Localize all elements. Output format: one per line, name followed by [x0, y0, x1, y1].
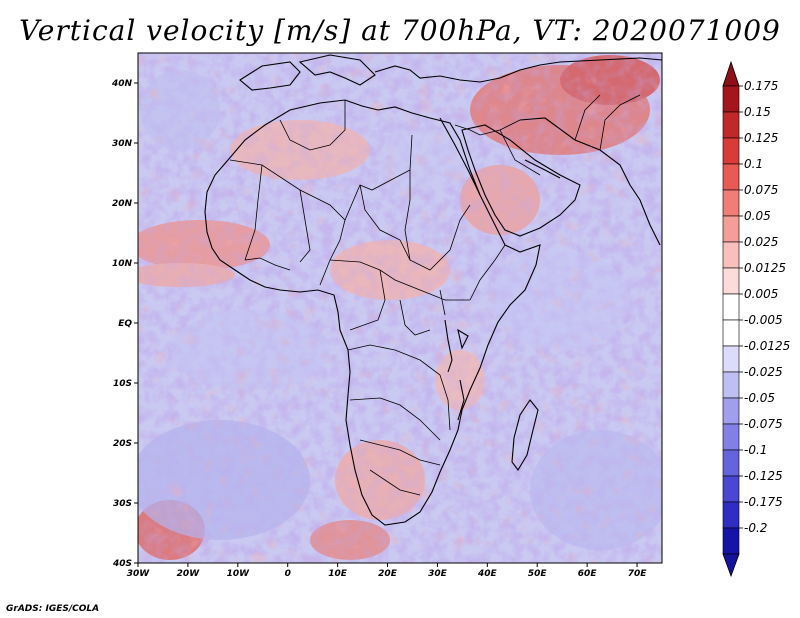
credit-label: GrADS: IGES/COLA: [6, 604, 100, 614]
lon-tick-label: 10W: [227, 569, 251, 579]
colorbar-swatch: [722, 423, 740, 451]
colorbar-label: 0.005: [744, 287, 778, 301]
colorbar-label: -0.2: [744, 521, 767, 535]
colorbar-label: -0.1: [744, 443, 767, 457]
colorbar-label: 0.05: [744, 209, 771, 223]
colorbar-label: -0.025: [744, 365, 783, 379]
colorbar-label: 0.175: [744, 79, 778, 93]
colorbar-label: -0.05: [744, 391, 775, 405]
lat-tick-label: 20S: [113, 439, 132, 449]
velocity-field: [138, 53, 662, 563]
colorbar: 0.175 0.15 0.125 0.1 0.075 0.05 0.025 0.0125 0.0…: [722, 60, 790, 578]
map-frame: [137, 52, 663, 564]
lon-tick-label: 60E: [578, 569, 598, 579]
colorbar-swatch: [722, 475, 740, 503]
colorbar-label: -0.125: [744, 469, 783, 483]
colorbar-label: 0.15: [744, 105, 771, 119]
colorbar-label: 0.0125: [744, 261, 786, 275]
colorbar-label: 0.075: [744, 183, 778, 197]
lat-tick-label: 40N: [111, 79, 133, 89]
lat-tick-label: EQ: [118, 319, 132, 329]
colorbar-label: -0.005: [744, 313, 783, 327]
lon-tick-label: 0: [285, 569, 291, 579]
lon-tick-label: 30W: [127, 569, 151, 579]
colorbar-label: -0.075: [744, 417, 783, 431]
lat-tick-label: 10N: [112, 259, 133, 269]
colorbar-swatch: [722, 241, 740, 269]
colorbar-swatch: [722, 163, 740, 191]
colorbar-swatch: [722, 527, 740, 555]
lon-tick-label: 50E: [528, 569, 548, 579]
colorbar-swatch: [722, 111, 740, 139]
lat-tick-label: 30S: [113, 499, 132, 509]
colorbar-swatch: [722, 293, 740, 321]
lon-tick-label: 70E: [628, 569, 648, 579]
lon-tick-label: 30E: [428, 569, 448, 579]
colorbar-swatch: [722, 371, 740, 399]
lon-tick-label: 20E: [378, 569, 398, 579]
colorbar-swatch: [722, 215, 740, 243]
colorbar-top-arrow: [722, 60, 740, 87]
latitude-axis: 40N 30N 20N 10N EQ 10S 20S 30S 40S: [111, 79, 138, 569]
colorbar-label: 0.125: [744, 131, 778, 145]
colorbar-label: -0.175: [744, 495, 783, 509]
lat-tick-label: 20N: [112, 199, 133, 209]
colorbar-label: -0.0125: [744, 339, 790, 353]
colorbar-swatch: [722, 319, 740, 347]
lon-tick-label: 10E: [328, 569, 348, 579]
colorbar-swatch: [722, 449, 740, 477]
lon-tick-label: 20W: [177, 569, 201, 579]
colorbar-swatch: [722, 501, 740, 529]
colorbar-swatch: [722, 85, 740, 113]
colorbar-swatch: [722, 137, 740, 165]
colorbar-swatch: [722, 397, 740, 425]
lat-tick-label: 30N: [112, 139, 133, 149]
colorbar-bottom-arrow: [722, 553, 740, 578]
colorbar-label: 0.1: [744, 157, 763, 171]
colorbar-swatch: [722, 267, 740, 295]
lat-tick-label: 40S: [112, 559, 132, 569]
lon-tick-label: 40E: [477, 569, 498, 579]
lat-tick-label: 10S: [113, 379, 132, 389]
colorbar-label: 0.025: [744, 235, 778, 249]
colorbar-swatch: [722, 345, 740, 373]
colorbar-swatch: [722, 189, 740, 217]
chart-title: Vertical velocity [m/s] at 700hPa, VT: 2…: [19, 14, 781, 47]
longitude-axis: 30W 20W 10W 0 10E 20E 30E 40E 50E 60E 70E: [127, 563, 647, 579]
